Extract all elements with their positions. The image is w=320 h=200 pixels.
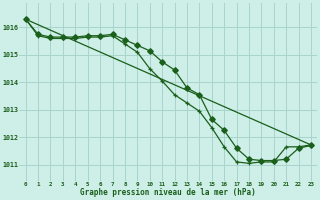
X-axis label: Graphe pression niveau de la mer (hPa): Graphe pression niveau de la mer (hPa) xyxy=(80,188,256,197)
